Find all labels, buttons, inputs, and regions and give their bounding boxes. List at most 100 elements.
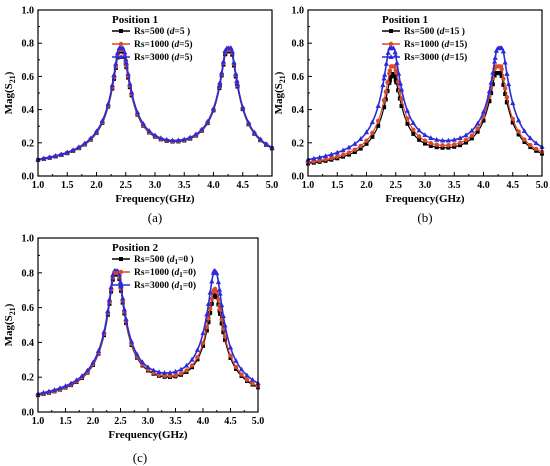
- data-point: [111, 72, 117, 77]
- data-point: [475, 120, 481, 126]
- data-point: [416, 134, 422, 139]
- data-point: [397, 80, 404, 86]
- data-point: [364, 141, 369, 146]
- data-point: [113, 60, 119, 66]
- data-point: [47, 154, 53, 160]
- data-point: [463, 132, 469, 138]
- y-tick-label: 0.0: [22, 172, 35, 183]
- data-point: [167, 369, 173, 375]
- data-point: [250, 381, 255, 386]
- x-tick-label: 4.0: [197, 416, 210, 427]
- legend-label-part: d: [440, 27, 445, 37]
- data-point: [328, 151, 334, 157]
- data-point: [239, 372, 244, 377]
- data-point: [452, 142, 457, 147]
- data-point: [393, 78, 398, 83]
- data-point: [173, 373, 178, 378]
- data-point: [475, 126, 480, 131]
- data-point: [125, 70, 131, 76]
- data-point: [88, 135, 94, 141]
- series-line: [37, 49, 273, 161]
- legend-label-part: Rs=1000 (: [134, 39, 175, 50]
- data-point: [209, 296, 214, 302]
- y-tick-label: 0.4: [22, 105, 35, 116]
- data-point: [40, 389, 47, 395]
- data-point: [216, 286, 223, 292]
- data-point: [51, 387, 58, 392]
- data-point: [128, 338, 135, 344]
- data-point: [385, 80, 390, 85]
- data-point: [84, 367, 91, 373]
- data-point: [120, 45, 126, 51]
- data-point: [486, 88, 492, 94]
- data-point: [62, 383, 69, 388]
- data-point: [123, 316, 129, 321]
- x-axis-label: Frequency(GHz): [385, 193, 465, 205]
- data-point: [434, 136, 440, 142]
- data-point: [222, 322, 228, 328]
- legend-marker: [118, 269, 124, 275]
- x-tick-label: 3.5: [169, 416, 182, 427]
- data-point: [187, 134, 193, 140]
- data-point: [380, 82, 386, 88]
- data-point: [234, 77, 240, 83]
- legend-label-part: 1: [179, 271, 183, 279]
- legend-label-part: d: [175, 281, 180, 291]
- data-point: [227, 344, 234, 350]
- data-point: [492, 55, 498, 60]
- data-point: [358, 146, 363, 151]
- data-point: [510, 120, 515, 125]
- y-tick-label: 0.6: [22, 72, 35, 83]
- series-line: [37, 47, 273, 161]
- y-tick-label: 0.2: [292, 138, 305, 149]
- y-axis-label: Mag(S21): [273, 71, 287, 114]
- data-point: [219, 302, 225, 308]
- data-point: [249, 376, 256, 382]
- data-point: [204, 328, 209, 333]
- legend-label-part: Rs=1000 (: [404, 39, 445, 50]
- data-point: [240, 104, 246, 110]
- x-tick-label: 4.5: [224, 416, 237, 427]
- data-point: [161, 370, 168, 375]
- data-point: [440, 143, 445, 148]
- x-tick-label: 1.5: [61, 180, 74, 191]
- y-tick-label: 0.6: [22, 303, 35, 314]
- data-point: [70, 147, 76, 153]
- data-point: [411, 127, 416, 133]
- data-point: [504, 95, 510, 100]
- data-point: [533, 140, 539, 146]
- data-point: [127, 80, 133, 86]
- data-point: [323, 157, 328, 162]
- data-point: [352, 147, 357, 152]
- data-point: [410, 120, 416, 125]
- data-point: [164, 136, 170, 142]
- x-tick-label: 4.0: [207, 180, 220, 191]
- data-point: [510, 116, 515, 122]
- data-point: [399, 103, 404, 108]
- data-point: [215, 279, 221, 285]
- data-point: [363, 129, 370, 135]
- data-point: [189, 356, 195, 362]
- data-point: [499, 45, 505, 51]
- data-point: [221, 330, 226, 335]
- y-tick-label: 1.0: [292, 6, 305, 17]
- data-point: [146, 128, 152, 133]
- data-point: [219, 69, 225, 75]
- data-point: [390, 45, 397, 51]
- data-point: [193, 131, 199, 137]
- data-point: [183, 362, 190, 368]
- data-point: [392, 74, 397, 79]
- data-point: [263, 141, 269, 146]
- data-point: [499, 73, 504, 78]
- data-point: [220, 58, 227, 64]
- legend-label: Rs=3000 (d=15): [404, 52, 467, 63]
- x-tick-label: 5.0: [252, 416, 265, 427]
- data-point: [134, 351, 140, 357]
- data-point: [205, 118, 211, 124]
- data-point: [76, 144, 82, 150]
- data-point: [129, 89, 135, 95]
- legend-label-part: Rs=1000 (: [134, 267, 175, 278]
- data-point: [57, 385, 63, 391]
- data-point: [492, 73, 497, 78]
